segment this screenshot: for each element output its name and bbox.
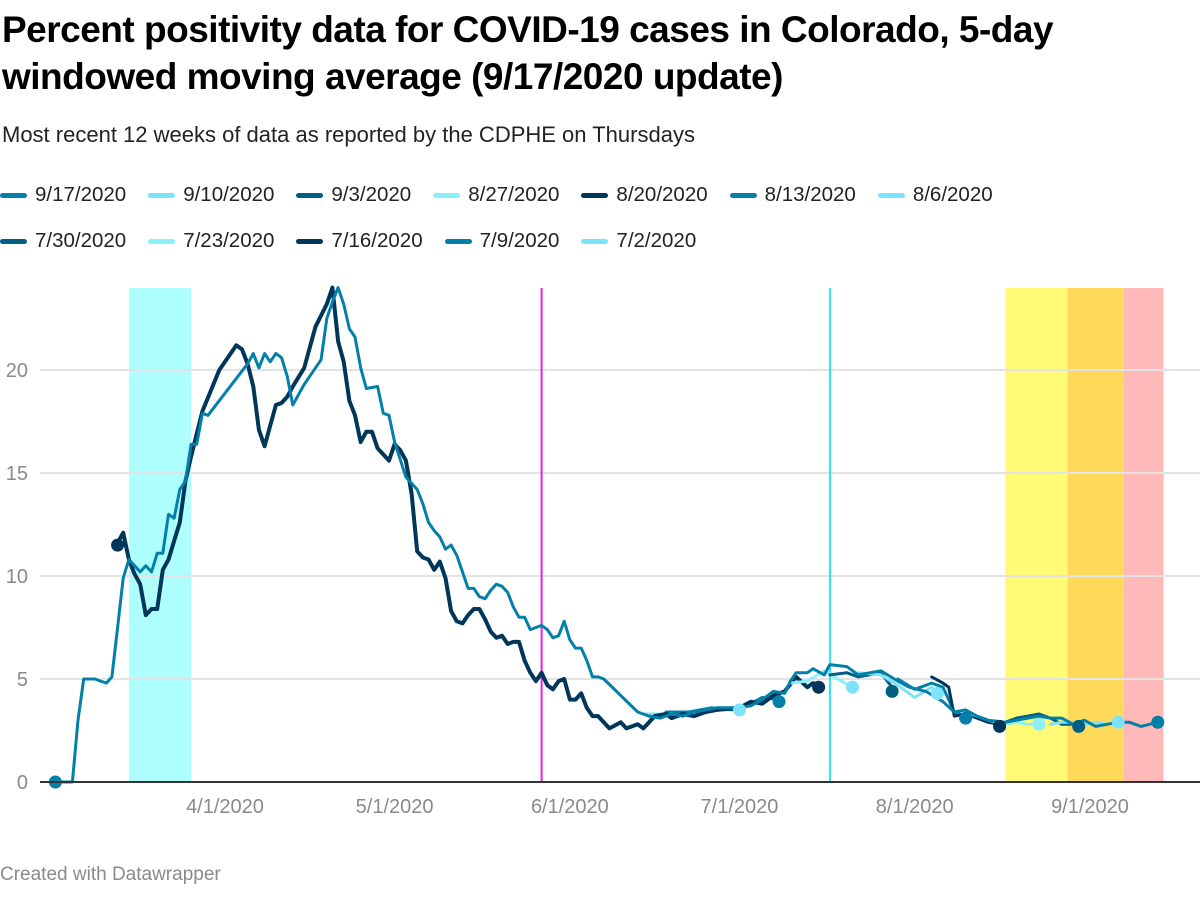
- series-end-marker: [1111, 715, 1125, 729]
- series-line: [856, 671, 939, 699]
- x-tick-label: 7/1/2020: [701, 796, 779, 818]
- series-end-marker: [930, 686, 944, 700]
- chart-title: Percent positivity data for COVID-19 cas…: [2, 9, 1054, 97]
- legend-swatch: [148, 238, 176, 244]
- x-tick-label: 4/1/2020: [186, 796, 264, 818]
- series-end-marker: [993, 719, 1007, 733]
- legend-item: 9/17/2020: [0, 183, 126, 207]
- legend-row: 7/30/2020 7/23/2020 7/16/2020 7/9/2020 7/2/2…: [0, 226, 718, 256]
- legend-item: 7/30/2020: [0, 229, 126, 253]
- x-axis-labels: 4/1/2020 5/1/2020 6/1/2020 7/1/2020 8/1/2020…: [186, 796, 1129, 818]
- highlight-band: [128, 288, 192, 782]
- legend-swatch: [444, 238, 472, 244]
- legend-item: 9/3/2020: [296, 183, 411, 207]
- legend-swatch: [877, 192, 905, 198]
- legend-label: 7/9/2020: [479, 229, 560, 252]
- series-end-marker: [772, 695, 786, 709]
- legend-swatch: [296, 238, 324, 244]
- y-tick-label: 10: [6, 566, 28, 588]
- legend-swatch: [148, 192, 176, 198]
- series-end-marker: [1072, 719, 1086, 733]
- legend-label: 7/30/2020: [35, 229, 127, 252]
- legend-swatch: [0, 238, 27, 244]
- legend-item: 7/9/2020: [444, 229, 560, 253]
- legend-label: 8/6/2020: [912, 183, 993, 206]
- footer-credit: Created with Datawrapper: [0, 864, 221, 885]
- y-tick-label: 0: [17, 772, 28, 794]
- legend-swatch: [729, 192, 757, 198]
- highlight-band: [1123, 288, 1164, 782]
- legend-label: 8/13/2020: [764, 183, 856, 206]
- series-lines: [53, 285, 1160, 784]
- legend-swatch: [296, 192, 324, 198]
- y-axis-labels: 0 5 10 15 20: [6, 360, 28, 794]
- legend-swatch: [433, 192, 461, 198]
- highlight-band: [1005, 288, 1068, 782]
- legend-swatch: [581, 192, 609, 198]
- reference-lines: [540, 288, 831, 782]
- series-line: [115, 285, 821, 731]
- legend-item: 8/6/2020: [877, 183, 993, 207]
- legend-label: 7/2/2020: [616, 229, 697, 252]
- legend-item: 9/10/2020: [148, 183, 274, 207]
- y-tick-label: 5: [17, 669, 28, 691]
- legend-label: 9/10/2020: [183, 183, 275, 206]
- series-end-marker: [885, 684, 899, 698]
- legend-swatch: [581, 238, 609, 244]
- legend-label: 8/20/2020: [616, 183, 708, 206]
- x-tick-label: 8/1/2020: [876, 796, 954, 818]
- series-end-marker: [846, 680, 860, 694]
- x-tick-label: 6/1/2020: [531, 796, 609, 818]
- legend-item: 8/27/2020: [433, 183, 559, 207]
- y-tick-label: 15: [6, 463, 28, 485]
- chart-subtitle: Most recent 12 weeks of data as reported…: [2, 122, 695, 147]
- series-end-marker: [111, 538, 125, 552]
- series-end-marker: [1151, 715, 1165, 729]
- y-tick-label: 20: [6, 360, 28, 382]
- legend-label: 8/27/2020: [468, 183, 560, 206]
- legend-label: 7/23/2020: [183, 229, 275, 252]
- highlight-band: [1067, 288, 1124, 782]
- series-end-marker: [732, 703, 746, 717]
- series-end-marker: [959, 711, 973, 725]
- x-tick-label: 9/1/2020: [1051, 796, 1129, 818]
- legend-swatch: [0, 192, 27, 198]
- series-end-marker: [1032, 717, 1046, 731]
- legend-label: 9/3/2020: [331, 183, 412, 206]
- x-tick-label: 5/1/2020: [356, 796, 434, 818]
- series-end-marker: [812, 680, 826, 694]
- legend-item: 7/16/2020: [296, 229, 423, 253]
- legend-item: 7/2/2020: [581, 229, 696, 253]
- legend-row: 9/17/2020 9/10/2020 9/3/2020 8/27/2020 8/20/…: [0, 180, 1015, 210]
- legend-item: 8/20/2020: [581, 183, 708, 207]
- gridlines: [40, 369, 1200, 680]
- series-line: [53, 286, 1160, 784]
- series-line: [788, 669, 854, 689]
- legend-label: 9/17/2020: [35, 183, 127, 206]
- legend-label: 7/16/2020: [331, 229, 423, 252]
- legend-item: 8/13/2020: [729, 183, 856, 207]
- legend-item: 7/23/2020: [148, 229, 274, 253]
